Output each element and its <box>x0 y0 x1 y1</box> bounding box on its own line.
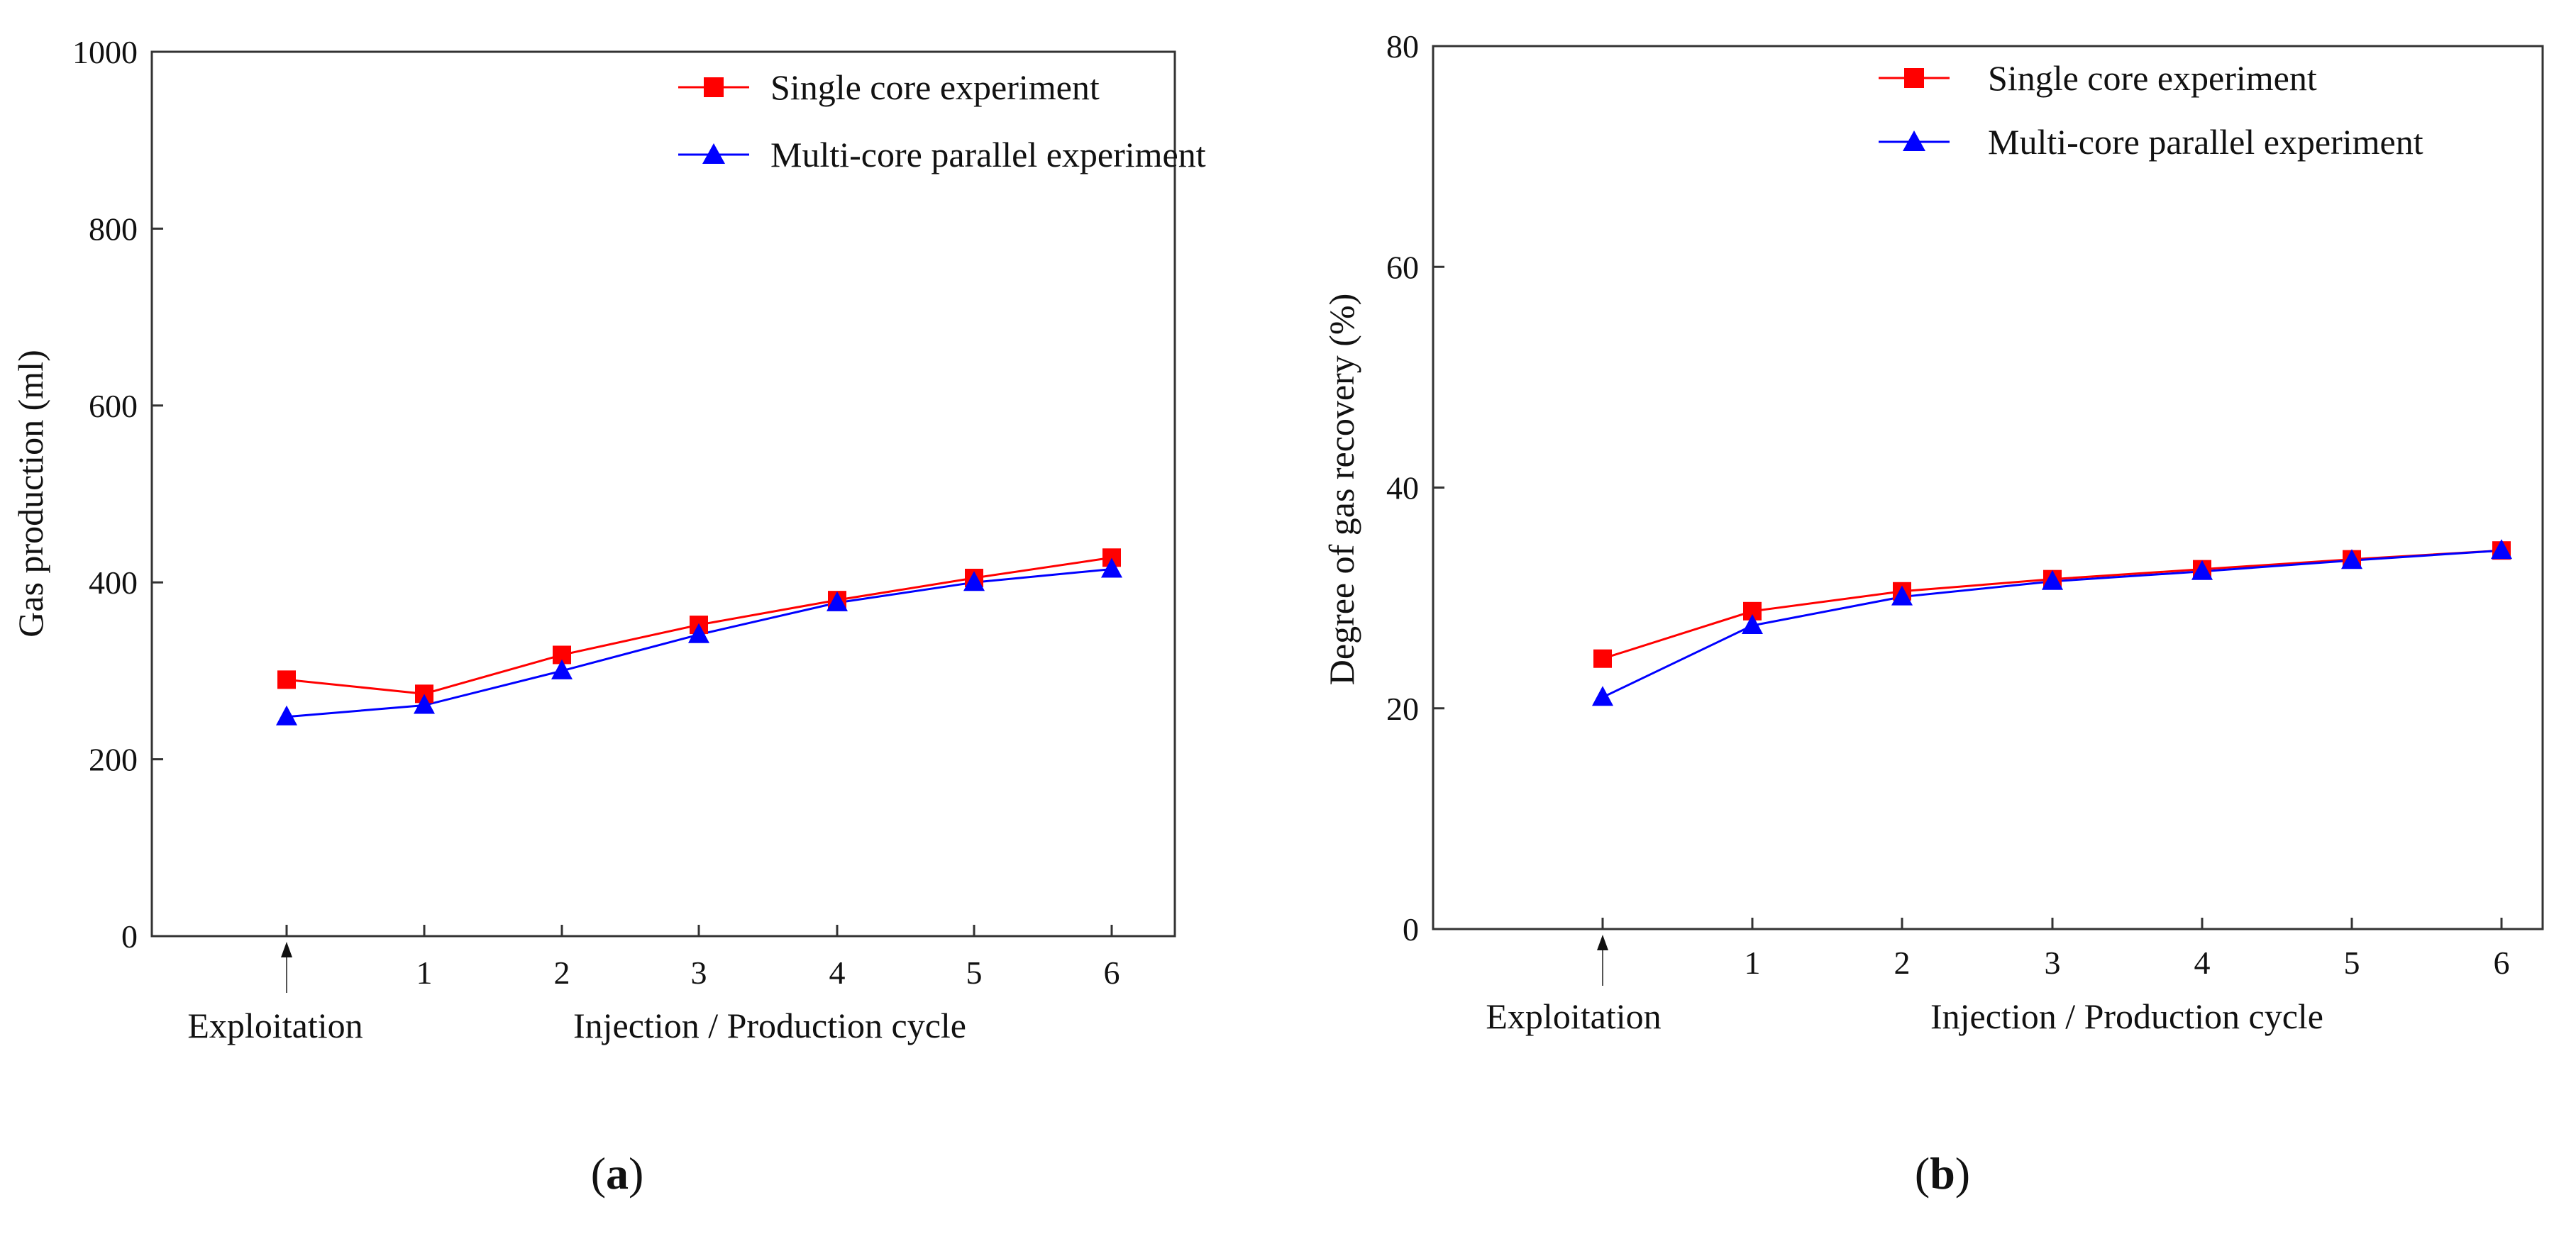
x-tick-label-b-2: 2 <box>1894 945 1911 981</box>
x-axis-title-a: Injection / Production cycle <box>573 1006 966 1045</box>
legend-marker-square-b <box>1904 68 1924 88</box>
y-tick-label-a-200: 200 <box>89 742 138 778</box>
legend-item-single-core-b: Single core experiment <box>1879 58 2317 98</box>
point-multi-core-a-5 <box>963 571 985 591</box>
x-tick-label-a-2: 2 <box>554 955 570 991</box>
point-multi-core-a-1 <box>414 694 435 714</box>
series-line-single-core-b <box>1602 549 2502 660</box>
y-axis-title-a: Gas production (ml) <box>11 350 50 637</box>
y-tick-label-b-20: 20 <box>1386 691 1419 727</box>
legend-marker-triangle-b <box>1903 130 1925 151</box>
x-tick-label-a-4: 4 <box>829 955 846 991</box>
y-tick-label-b-40: 40 <box>1386 470 1419 506</box>
point-multi-core-a-6 <box>1101 557 1122 578</box>
x-tick-label-b-1: 1 <box>1745 945 1761 981</box>
x-tick-label-a-5: 5 <box>966 955 983 991</box>
series-group-b <box>1592 539 2512 706</box>
y-tick-label-a-400: 400 <box>89 565 138 601</box>
x-axis-ticks-b: 1 2 3 4 5 6 <box>1597 918 2510 986</box>
point-multi-core-b-5 <box>2341 549 2362 569</box>
legend-marker-square-a <box>704 77 724 97</box>
legend-marker-triangle-a <box>702 143 725 164</box>
plot-frame-b <box>1432 45 2544 930</box>
x-tick-label-b-6: 6 <box>2494 945 2510 981</box>
legend-a: Single core experiment Multi-core parall… <box>678 67 1206 174</box>
y-tick-label-b-60: 60 <box>1386 249 1419 285</box>
point-multi-core-a-0 <box>276 705 297 726</box>
exploitation-arrow-head-a <box>281 942 292 957</box>
y-tick-label-a-600: 600 <box>89 388 138 424</box>
point-multi-core-b-4 <box>2191 560 2213 580</box>
legend-b: Single core experiment Multi-core parall… <box>1879 58 2423 162</box>
x-tick-label-a-6: 6 <box>1104 955 1120 991</box>
legend-label-single-core-a: Single core experiment <box>770 67 1100 107</box>
panel-letter-b: b <box>1930 1148 1955 1199</box>
y-axis-title-b: Degree of gas recovery (%) <box>1322 294 1361 685</box>
legend-label-multi-core-a: Multi-core parallel experiment <box>770 135 1206 174</box>
legend-item-multi-core-a: Multi-core parallel experiment <box>678 135 1206 174</box>
panel-label-a: (a) <box>591 1148 644 1199</box>
point-multi-core-b-6 <box>2491 539 2512 560</box>
point-multi-core-b-3 <box>2042 569 2063 590</box>
x-axis-ticks-a: 1 2 3 4 5 6 <box>281 925 1120 993</box>
y-axis-ticks-a: 0 200 400 600 800 1000 <box>72 34 163 955</box>
y-tick-label-a-0: 0 <box>121 918 138 955</box>
y-axis-ticks-b: 0 20 40 60 80 <box>1386 28 1444 947</box>
exploitation-label-a: Exploitation <box>187 1006 363 1045</box>
y-tick-label-a-1000: 1000 <box>72 34 138 70</box>
panel-letter-a: a <box>606 1148 629 1199</box>
series-group-a <box>276 548 1122 726</box>
exploitation-label-b: Exploitation <box>1486 996 1661 1036</box>
x-tick-label-a-1: 1 <box>416 955 433 991</box>
x-tick-label-b-4: 4 <box>2194 945 2211 981</box>
chart-panel-b: 0 20 40 60 80 1 2 3 4 5 6 Degree of gas recovery … <box>1322 28 2544 1199</box>
chart-panel-a: 0 200 400 600 800 1000 1 2 3 4 5 6 Gas production … <box>11 34 1206 1199</box>
point-single-core-a-0 <box>277 670 296 689</box>
y-tick-label-a-800: 800 <box>89 211 138 247</box>
point-multi-core-b-2 <box>1891 585 1913 606</box>
panel-label-b: (b) <box>1915 1148 1970 1199</box>
point-multi-core-b-0 <box>1592 686 1613 706</box>
point-multi-core-b-1 <box>1742 614 1763 635</box>
x-tick-label-b-5: 5 <box>2344 945 2360 981</box>
point-multi-core-a-4 <box>827 591 848 611</box>
x-tick-label-a-3: 3 <box>691 955 707 991</box>
plot-frame-a <box>150 50 1176 938</box>
x-axis-title-b: Injection / Production cycle <box>1930 996 2323 1036</box>
legend-item-single-core-a: Single core experiment <box>678 67 1100 107</box>
legend-label-multi-core-b: Multi-core parallel experiment <box>1988 122 2423 162</box>
exploitation-arrow-head-b <box>1597 935 1608 950</box>
legend-item-multi-core-b: Multi-core parallel experiment <box>1879 122 2423 162</box>
y-tick-label-b-0: 0 <box>1403 911 1419 947</box>
x-tick-label-b-3: 3 <box>2045 945 2061 981</box>
point-single-core-b-0 <box>1593 649 1612 668</box>
point-multi-core-a-2 <box>551 659 573 679</box>
y-tick-label-b-80: 80 <box>1386 28 1419 65</box>
point-multi-core-a-3 <box>688 623 709 643</box>
legend-label-single-core-b: Single core experiment <box>1988 58 2317 98</box>
